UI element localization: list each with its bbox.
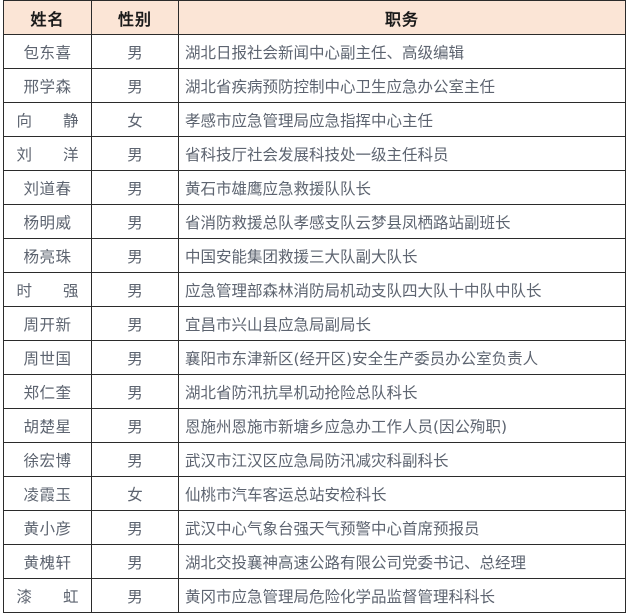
- cell-name-text: 向静: [16, 111, 79, 130]
- cell-gender: 男: [91, 374, 179, 409]
- table-row: 黄槐轩男湖北交投襄神高速公路有限公司党委书记、总经理: [3, 544, 626, 579]
- cell-post: 省消防救援总队孝感支队云梦县凤栖路站副班长: [178, 204, 626, 239]
- cell-gender: 男: [91, 408, 179, 443]
- table-row: 包东喜男湖北日报社会新闻中心副主任、高级编辑: [3, 34, 626, 69]
- cell-post: 武汉中心气象台强天气预警中心首席预报员: [178, 510, 626, 545]
- cell-post: 湖北日报社会新闻中心副主任、高级编辑: [178, 34, 626, 69]
- cell-name: 徐宏博: [3, 442, 92, 477]
- table-header: 姓名 性别 职务: [3, 0, 626, 35]
- cell-name: 凌霞玉: [3, 476, 92, 511]
- cell-name: 包东喜: [3, 34, 92, 69]
- cell-post: 湖北省疾病预防控制中心卫生应急办公室主任: [178, 68, 626, 103]
- table-row: 杨亮珠男中国安能集团救援三大队副大队长: [3, 238, 626, 273]
- cell-gender: 男: [91, 544, 179, 579]
- cell-post: 省科技厅社会发展科技处一级主任科员: [178, 136, 626, 171]
- cell-gender: 女: [91, 476, 179, 511]
- cell-name: 刘洋: [3, 136, 92, 171]
- cell-post: 湖北交投襄神高速公路有限公司党委书记、总经理: [178, 544, 626, 579]
- cell-post: 孝感市应急管理局应急指挥中心主任: [178, 102, 626, 137]
- cell-gender: 男: [91, 578, 179, 613]
- cell-name: 黄槐轩: [3, 544, 92, 579]
- cell-name: 时强: [3, 272, 92, 307]
- table-row: 邢学森男湖北省疾病预防控制中心卫生应急办公室主任: [3, 68, 626, 103]
- table-row: 杨明威男省消防救援总队孝感支队云梦县凤栖路站副班长: [3, 204, 626, 239]
- table-row: 徐宏博男武汉市江汉区应急局防汛减灾科副科长: [3, 442, 626, 477]
- cell-gender: 男: [91, 510, 179, 545]
- cell-post: 宜昌市兴山县应急局副局长: [178, 306, 626, 341]
- cell-post: 湖北省防汛抗旱机动抢险总队科长: [178, 374, 626, 409]
- cell-name: 向静: [3, 102, 92, 137]
- cell-gender: 男: [91, 170, 179, 205]
- table-row: 凌霞玉女仙桃市汽车客运总站安检科长: [3, 476, 626, 511]
- cell-gender: 男: [91, 204, 179, 239]
- cell-gender: 男: [91, 306, 179, 341]
- cell-post: 恩施州恩施市新塘乡应急办工作人员(因公殉职): [178, 408, 626, 443]
- table-row: 漆虹男黄冈市应急管理局危险化学品监督管理科科长: [3, 578, 626, 613]
- table-row: 向静女孝感市应急管理局应急指挥中心主任: [3, 102, 626, 137]
- table-row: 周世国男襄阳市东津新区(经开区)安全生产委员办公室负责人: [3, 340, 626, 375]
- cell-gender: 男: [91, 136, 179, 171]
- table-row: 郑仁奎男湖北省防汛抗旱机动抢险总队科长: [3, 374, 626, 409]
- roster-table-container: 姓名 性别 职务 包东喜男湖北日报社会新闻中心副主任、高级编辑 邢学森男湖北省疾病…: [3, 0, 626, 613]
- table-row: 时强男应急管理部森林消防局机动支队四大队十中队中队长: [3, 272, 626, 307]
- table-row: 胡楚星男恩施州恩施市新塘乡应急办工作人员(因公殉职): [3, 408, 626, 443]
- header-row: 姓名 性别 职务: [3, 0, 626, 35]
- cell-post: 应急管理部森林消防局机动支队四大队十中队中队长: [178, 272, 626, 307]
- table-row: 黄小彦男武汉中心气象台强天气预警中心首席预报员: [3, 510, 626, 545]
- cell-post: 仙桃市汽车客运总站安检科长: [178, 476, 626, 511]
- cell-name-text: 漆虹: [16, 587, 79, 606]
- cell-gender: 男: [91, 68, 179, 103]
- table-row: 周开新男宜昌市兴山县应急局副局长: [3, 306, 626, 341]
- cell-name-text: 时强: [16, 281, 79, 300]
- cell-post: 襄阳市东津新区(经开区)安全生产委员办公室负责人: [178, 340, 626, 375]
- cell-gender: 男: [91, 34, 179, 69]
- table-row: 刘道春男黄石市雄鹰应急救援队队长: [3, 170, 626, 205]
- column-header-name: 姓名: [3, 0, 92, 35]
- table-row: 刘洋男省科技厅社会发展科技处一级主任科员: [3, 136, 626, 171]
- cell-name: 周开新: [3, 306, 92, 341]
- cell-name: 郑仁奎: [3, 374, 92, 409]
- cell-name: 邢学森: [3, 68, 92, 103]
- cell-name: 刘道春: [3, 170, 92, 205]
- cell-name: 杨亮珠: [3, 238, 92, 273]
- cell-name: 周世国: [3, 340, 92, 375]
- cell-name: 漆虹: [3, 578, 92, 613]
- cell-post: 中国安能集团救援三大队副大队长: [178, 238, 626, 273]
- cell-gender: 男: [91, 272, 179, 307]
- cell-gender: 男: [91, 340, 179, 375]
- cell-gender: 女: [91, 102, 179, 137]
- cell-post: 武汉市江汉区应急局防汛减灾科副科长: [178, 442, 626, 477]
- cell-gender: 男: [91, 442, 179, 477]
- column-header-post: 职务: [178, 0, 626, 35]
- cell-name: 黄小彦: [3, 510, 92, 545]
- cell-post: 黄石市雄鹰应急救援队队长: [178, 170, 626, 205]
- cell-name: 胡楚星: [3, 408, 92, 443]
- column-header-gender: 性别: [91, 0, 179, 35]
- cell-gender: 男: [91, 238, 179, 273]
- table-body: 包东喜男湖北日报社会新闻中心副主任、高级编辑 邢学森男湖北省疾病预防控制中心卫生应…: [3, 34, 626, 613]
- cell-name-text: 刘洋: [16, 145, 79, 164]
- cell-name: 杨明威: [3, 204, 92, 239]
- roster-table: 姓名 性别 职务 包东喜男湖北日报社会新闻中心副主任、高级编辑 邢学森男湖北省疾病…: [3, 0, 626, 613]
- cell-post: 黄冈市应急管理局危险化学品监督管理科科长: [178, 578, 626, 613]
